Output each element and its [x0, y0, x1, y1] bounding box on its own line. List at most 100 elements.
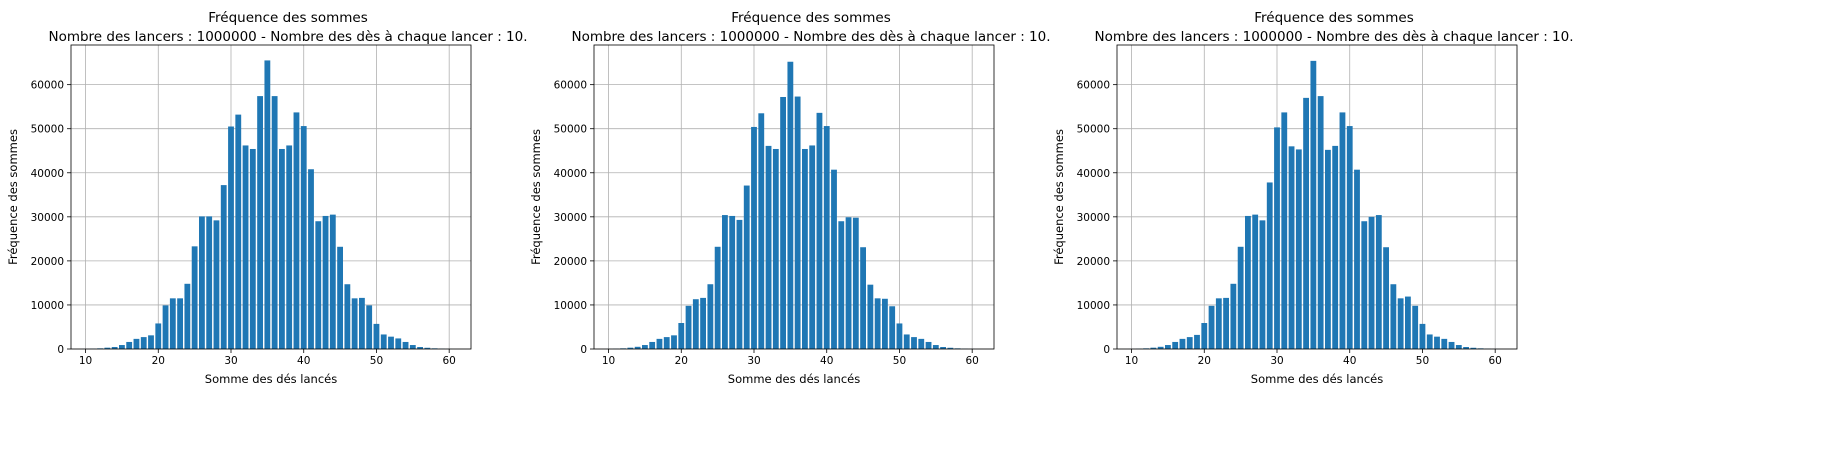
- bar: [1405, 296, 1411, 349]
- bar: [1375, 215, 1382, 349]
- bar: [1412, 305, 1419, 349]
- bar: [402, 341, 409, 349]
- bar: [802, 148, 808, 349]
- bar: [772, 148, 779, 349]
- bar: [1426, 334, 1433, 349]
- grid: [1117, 45, 1517, 350]
- bar: [1201, 323, 1208, 349]
- bar: [1448, 341, 1455, 349]
- y-tick-label: 10000: [1077, 300, 1110, 312]
- bar: [925, 341, 932, 349]
- bar: [162, 305, 169, 349]
- bar: [852, 217, 859, 349]
- bar: [242, 145, 249, 349]
- y-tick-label: 30000: [31, 212, 64, 224]
- bar: [634, 346, 641, 349]
- bar: [1288, 146, 1295, 349]
- plot-frame: [1116, 44, 1518, 350]
- x-tick-label: 40: [297, 355, 310, 367]
- bar: [838, 221, 845, 349]
- bar: [685, 305, 692, 349]
- bar: [1354, 169, 1360, 349]
- bar: [177, 298, 183, 349]
- bar: [1281, 112, 1288, 350]
- bar: [722, 215, 728, 349]
- bar: [1419, 323, 1426, 349]
- bar: [1230, 283, 1237, 349]
- y-tick-label: 50000: [554, 124, 587, 136]
- bar: [228, 126, 234, 349]
- x-tick-label: 60: [1488, 355, 1501, 367]
- y-tick-label: 50000: [1077, 124, 1110, 136]
- bar: [1332, 145, 1339, 349]
- y-tick-label: 40000: [1077, 168, 1110, 180]
- bar: [213, 220, 220, 349]
- bar: [787, 61, 794, 349]
- x-tick-label: 30: [747, 355, 760, 367]
- bar: [1295, 149, 1302, 349]
- bar: [1339, 112, 1346, 350]
- bar: [1317, 96, 1324, 350]
- bar: [257, 96, 263, 350]
- bar: [1390, 284, 1397, 349]
- bar: [1179, 338, 1186, 349]
- bar: [743, 185, 750, 349]
- chart-subtitle: Nombre des lancers : 1000000 - Nombre de…: [571, 29, 1050, 45]
- bar: [286, 145, 293, 349]
- bar: [1434, 336, 1440, 349]
- y-tick-label: 0: [1103, 344, 1110, 356]
- x-tick-label: 10: [79, 355, 92, 367]
- bar: [1259, 220, 1266, 349]
- x-tick-label: 40: [820, 355, 833, 367]
- bar: [395, 338, 402, 349]
- bar: [220, 185, 227, 349]
- x-tick-label: 10: [602, 355, 615, 367]
- bar: [932, 345, 939, 349]
- bar: [1245, 215, 1251, 349]
- chart-title: Fréquence des sommes: [208, 10, 367, 26]
- y-tick-label: 40000: [554, 168, 587, 180]
- bar: [206, 216, 213, 349]
- x-axis-label: Somme des dés lancés: [728, 372, 860, 386]
- bar: [765, 145, 772, 349]
- bar: [388, 336, 394, 349]
- y-tick-label: 20000: [554, 256, 587, 268]
- bar: [656, 338, 663, 349]
- bar: [351, 298, 358, 349]
- bar: [1150, 347, 1157, 349]
- bar: [111, 347, 118, 349]
- grid: [71, 45, 471, 350]
- bar: [700, 297, 706, 349]
- x-tick-label: 20: [152, 355, 165, 367]
- bar: [1325, 149, 1331, 349]
- bar: [148, 335, 154, 349]
- bar: [860, 247, 866, 349]
- y-axis-label: Fréquence des sommes: [529, 129, 543, 265]
- chart-2: Fréquence des sommes Nombre des lancers :…: [529, 10, 1051, 386]
- y-tick-label: 0: [57, 344, 64, 356]
- y-tick-label: 50000: [31, 124, 64, 136]
- bar: [155, 323, 162, 349]
- bar: [119, 345, 125, 349]
- bar: [816, 112, 823, 349]
- bar: [692, 299, 699, 349]
- y-tick-label: 60000: [31, 80, 64, 92]
- bar: [140, 337, 147, 349]
- y-tick-label: 10000: [554, 300, 587, 312]
- bar: [249, 148, 256, 349]
- bar: [1368, 216, 1375, 349]
- bar: [1165, 345, 1171, 349]
- bar: [337, 246, 343, 349]
- plot-frame: [593, 44, 995, 350]
- bar: [271, 96, 278, 350]
- y-axis-label: Fréquence des sommes: [1052, 129, 1066, 265]
- x-tick-label: 20: [675, 355, 688, 367]
- bar: [235, 114, 242, 349]
- x-tick-label: 60: [965, 355, 978, 367]
- bar: [1310, 60, 1317, 349]
- chart-title: Fréquence des sommes: [1254, 10, 1413, 26]
- y-tick-label: 10000: [31, 300, 64, 312]
- bar: [1223, 297, 1229, 349]
- x-tick-label: 10: [1125, 355, 1138, 367]
- chart-panel-3: Fréquence des sommes Nombre des lancers :…: [1046, 0, 1660, 461]
